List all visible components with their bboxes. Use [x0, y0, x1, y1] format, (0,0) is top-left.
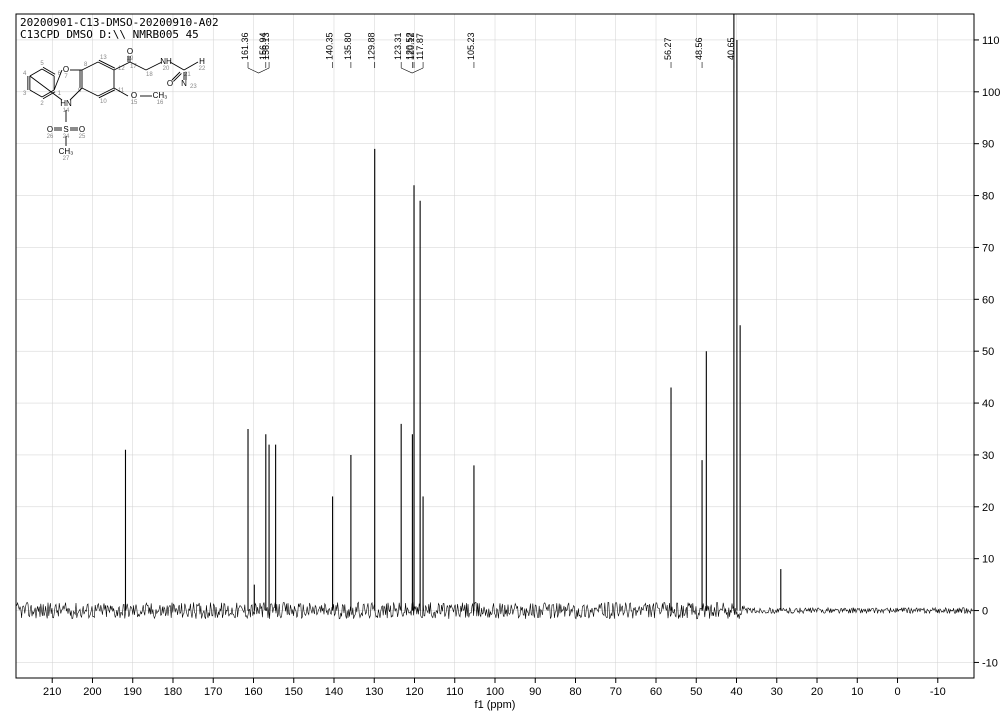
y-tick-label: 90 — [982, 139, 994, 151]
svg-text:21: 21 — [184, 72, 191, 78]
x-tick-label: 0 — [894, 686, 900, 698]
svg-text:HN: HN — [60, 99, 72, 108]
peak-label: 129.88 — [367, 32, 377, 60]
svg-text:18: 18 — [146, 72, 153, 78]
svg-text:O: O — [131, 91, 137, 100]
x-tick-label: 50 — [690, 686, 702, 698]
svg-text:O: O — [79, 125, 85, 134]
x-tick-label: 110 — [446, 686, 464, 698]
svg-text:O: O — [127, 47, 133, 56]
svg-text:16: 16 — [157, 100, 164, 106]
peak-label: 140.35 — [325, 32, 335, 60]
peak-label: 117.87 — [415, 33, 425, 60]
header-line-2: C13CPD DMSO D:\\ NMRB005 45 — [20, 28, 199, 41]
svg-text:S: S — [63, 125, 68, 134]
peak-label: 56.27 — [663, 37, 673, 60]
x-tick-label: 70 — [610, 686, 622, 698]
y-tick-label: 20 — [982, 502, 994, 514]
y-tick-label: 110 — [982, 35, 1000, 47]
x-tick-label: 20 — [811, 686, 823, 698]
nmr-spectrum: -100102030405060708090100110210200190180… — [0, 0, 1000, 721]
y-tick-label: 100 — [982, 87, 1000, 99]
svg-text:CH₃: CH₃ — [59, 147, 74, 156]
svg-text:22: 22 — [199, 66, 206, 72]
x-tick-label: 190 — [124, 686, 142, 698]
x-tick-label: 200 — [83, 686, 101, 698]
svg-text:15: 15 — [131, 100, 138, 106]
y-tick-label: 0 — [982, 606, 988, 618]
peak-label: 40.65 — [726, 37, 736, 60]
x-tick-label: -10 — [930, 686, 946, 698]
svg-text:O: O — [63, 65, 69, 74]
y-tick-label: 60 — [982, 294, 994, 306]
y-tick-label: 10 — [982, 554, 994, 566]
x-tick-label: 100 — [486, 686, 504, 698]
svg-text:N: N — [181, 79, 187, 88]
svg-text:H: H — [199, 57, 205, 66]
peak-label: 161.36 — [240, 32, 250, 60]
y-tick-label: 40 — [982, 398, 994, 410]
svg-text:20: 20 — [163, 66, 170, 72]
svg-text:25: 25 — [79, 134, 86, 140]
svg-text:CH₃: CH₃ — [153, 91, 168, 100]
y-tick-label: -10 — [982, 657, 998, 669]
x-tick-label: 30 — [771, 686, 783, 698]
svg-text:12: 12 — [118, 66, 125, 72]
x-axis-label: f1 (ppm) — [475, 699, 516, 711]
peak-label: 156.13 — [261, 32, 271, 60]
peak-label: 135.80 — [343, 32, 353, 60]
y-tick-label: 30 — [982, 450, 994, 462]
svg-text:NH: NH — [160, 57, 172, 66]
x-tick-label: 170 — [204, 686, 222, 698]
x-tick-label: 180 — [164, 686, 182, 698]
peak-label: 48.56 — [694, 37, 704, 60]
svg-text:10: 10 — [100, 99, 107, 105]
svg-text:27: 27 — [63, 156, 70, 162]
y-tick-label: 80 — [982, 191, 994, 203]
svg-text:13: 13 — [100, 55, 107, 61]
x-tick-label: 10 — [851, 686, 863, 698]
svg-text:O: O — [167, 79, 173, 88]
svg-text:O: O — [47, 125, 53, 134]
x-tick-label: 150 — [285, 686, 303, 698]
x-tick-label: 80 — [569, 686, 581, 698]
y-tick-label: 50 — [982, 346, 994, 358]
svg-text:23: 23 — [190, 84, 197, 90]
x-tick-label: 210 — [43, 686, 61, 698]
peak-label: 123.31 — [393, 32, 403, 60]
x-tick-label: 130 — [365, 686, 383, 698]
x-tick-label: 160 — [244, 686, 262, 698]
x-tick-label: 120 — [405, 686, 423, 698]
x-tick-label: 60 — [650, 686, 662, 698]
peak-label: 105.23 — [466, 32, 476, 60]
x-tick-label: 140 — [325, 686, 343, 698]
x-tick-label: 90 — [529, 686, 541, 698]
x-tick-label: 40 — [730, 686, 742, 698]
y-tick-label: 70 — [982, 242, 994, 254]
svg-text:26: 26 — [47, 134, 54, 140]
